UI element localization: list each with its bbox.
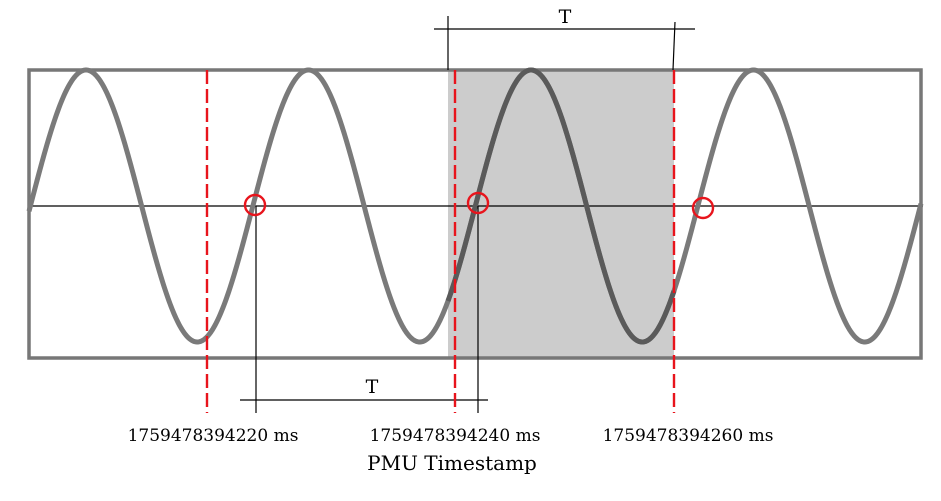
plot-frame xyxy=(27,68,923,360)
top-period-tick-right xyxy=(672,21,676,71)
zero-crossing-marker-2 xyxy=(466,191,490,215)
axis-title: PMU Timestamp xyxy=(367,451,537,475)
bottom-period-label: T xyxy=(366,376,379,398)
zero-crossing-marker-3 xyxy=(691,196,715,220)
zero-crossing-marker-1 xyxy=(243,193,267,217)
sine-wave-window-segment xyxy=(445,67,677,345)
timestamp-label-3: 1759478394260 ms xyxy=(603,426,774,446)
top-period-label: T xyxy=(559,6,572,28)
timestamp-label-2: 1759478394240 ms xyxy=(370,426,541,446)
timestamp-label-1: 1759478394220 ms xyxy=(128,426,299,446)
